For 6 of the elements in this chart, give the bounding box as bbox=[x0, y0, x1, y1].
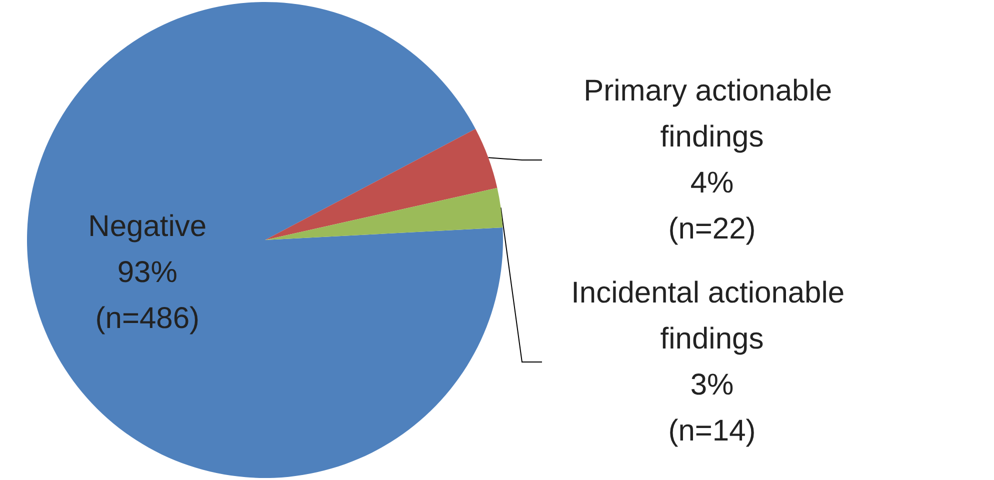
slice-label: Primary actionable findings bbox=[584, 74, 840, 154]
data-label: 93% (n=486) bbox=[95, 256, 200, 335]
slice-label: Negative bbox=[88, 210, 207, 243]
data-label: 4% (n=22) bbox=[668, 166, 756, 246]
slice-label: Incidental actionable findings bbox=[571, 276, 853, 356]
data-label: 3% (n=14) bbox=[668, 368, 756, 448]
